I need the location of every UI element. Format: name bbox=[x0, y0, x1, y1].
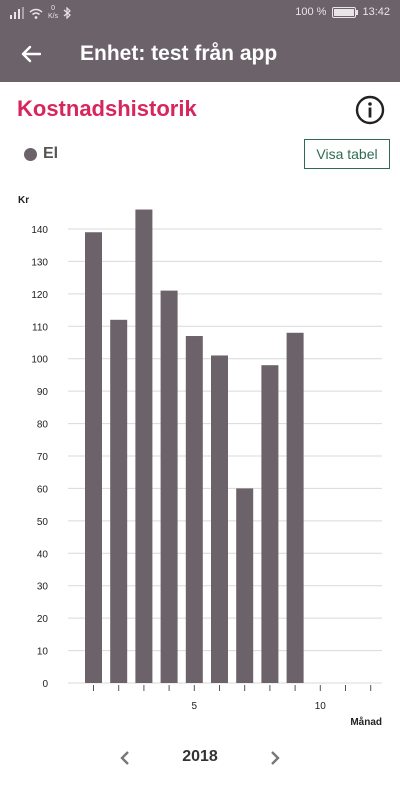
x-axis-label: Månad bbox=[350, 716, 382, 728]
battery-percentage: 100 % bbox=[295, 6, 327, 18]
y-tick-label: 90 bbox=[37, 387, 49, 398]
chart-grid: 0 10 20 30 40 50 60 70 80 90 100 110 120 130 140 bbox=[31, 225, 382, 690]
chart-bars bbox=[85, 209, 304, 684]
bluetooth-icon bbox=[63, 7, 72, 19]
y-tick-label: 20 bbox=[37, 614, 49, 625]
signal-icon bbox=[10, 7, 24, 19]
y-tick-label: 60 bbox=[37, 484, 49, 495]
y-tick-label: 10 bbox=[37, 647, 49, 658]
bar-month-4[interactable] bbox=[160, 290, 178, 683]
y-tick-label: 30 bbox=[37, 582, 49, 593]
clock: 13:42 bbox=[362, 6, 390, 18]
y-tick-label: 40 bbox=[37, 549, 49, 560]
chart-legend: El bbox=[24, 145, 58, 163]
arrow-left-icon bbox=[21, 45, 41, 63]
x-tick-label: 10 bbox=[315, 701, 327, 712]
y-tick-label: 130 bbox=[31, 257, 48, 268]
y-tick-label: 120 bbox=[31, 290, 48, 301]
year-navigation: 2018 bbox=[0, 740, 400, 776]
chevron-left-icon bbox=[120, 751, 129, 765]
chart-x-axis: 5 10 bbox=[93, 685, 372, 712]
bar-month-9[interactable] bbox=[286, 332, 304, 683]
selected-year: 2018 bbox=[182, 748, 218, 765]
info-button[interactable] bbox=[355, 95, 385, 125]
bar-month-7[interactable] bbox=[236, 488, 254, 683]
bar-month-3[interactable] bbox=[135, 209, 153, 684]
status-icons-left: 0 K/s bbox=[10, 5, 72, 21]
y-tick-label: 110 bbox=[32, 322, 48, 333]
legend-dot-icon bbox=[24, 147, 37, 161]
network-speed: 0 K/s bbox=[48, 5, 58, 21]
status-icons-right: 100 % 13:42 bbox=[295, 6, 390, 18]
info-icon bbox=[355, 95, 385, 125]
y-tick-label: 80 bbox=[37, 420, 49, 431]
cost-history-chart: Kr Månad 0 10 20 30 40 50 60 70 80 90 100 110 120 130… bbox=[18, 195, 382, 728]
bar-month-8[interactable] bbox=[261, 365, 279, 683]
legend-label: El bbox=[43, 145, 59, 162]
x-tick-label: 5 bbox=[192, 701, 198, 712]
page-title: Enhet: test från app bbox=[80, 42, 278, 65]
previous-year-button[interactable] bbox=[113, 746, 137, 770]
next-year-button[interactable] bbox=[263, 746, 287, 770]
y-axis-label: Kr bbox=[18, 195, 29, 206]
bar-month-6[interactable] bbox=[211, 355, 228, 683]
y-tick-label: 50 bbox=[37, 517, 49, 528]
y-tick-label: 70 bbox=[37, 452, 49, 463]
bar-month-2[interactable] bbox=[110, 319, 128, 683]
status-bar: 0 K/s 100 % 13:42 bbox=[0, 0, 400, 26]
bar-month-5[interactable] bbox=[185, 336, 203, 683]
show-table-button[interactable]: Visa tabel bbox=[304, 139, 390, 169]
chevron-right-icon bbox=[271, 751, 280, 765]
y-tick-label: 140 bbox=[31, 225, 48, 236]
y-tick-label: 0 bbox=[42, 679, 48, 690]
bar-month-1[interactable] bbox=[85, 232, 102, 683]
back-button[interactable] bbox=[14, 38, 48, 70]
battery-icon bbox=[332, 6, 359, 18]
wifi-icon bbox=[29, 8, 43, 19]
app-bar: Enhet: test från app bbox=[0, 26, 400, 82]
network-speed-unit: K/s bbox=[48, 13, 59, 20]
network-speed-value: 0 bbox=[51, 5, 56, 12]
section-title: Kostnadshistorik bbox=[17, 96, 197, 121]
y-tick-label: 100 bbox=[31, 355, 48, 366]
